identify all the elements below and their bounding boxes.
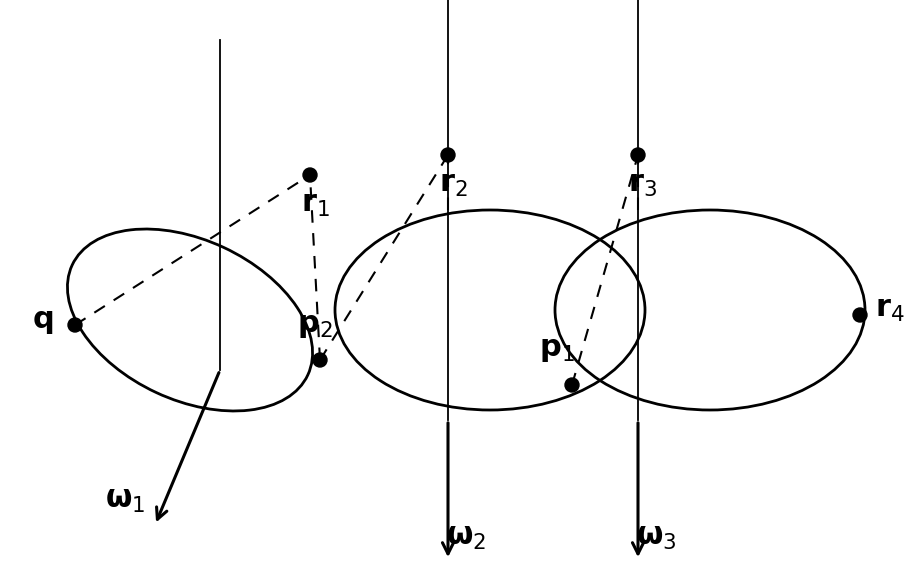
Text: r$_3$: r$_3$: [628, 171, 657, 199]
Circle shape: [853, 308, 867, 322]
Circle shape: [631, 148, 645, 162]
Text: p$_2$: p$_2$: [297, 310, 333, 339]
Text: r$_4$: r$_4$: [875, 296, 905, 325]
Text: $\mathbf{\omega}_1$: $\mathbf{\omega}_1$: [105, 486, 145, 515]
Text: r$_2$: r$_2$: [438, 171, 468, 199]
Text: $\mathbf{\omega}_3$: $\mathbf{\omega}_3$: [635, 523, 677, 552]
Text: $\mathbf{\omega}_2$: $\mathbf{\omega}_2$: [446, 523, 486, 552]
Circle shape: [441, 148, 455, 162]
Text: p$_1$: p$_1$: [539, 336, 575, 365]
Circle shape: [303, 168, 317, 182]
Text: r$_1$: r$_1$: [301, 191, 329, 219]
Circle shape: [68, 318, 82, 332]
Circle shape: [313, 353, 327, 367]
Circle shape: [565, 378, 579, 392]
Text: q: q: [32, 306, 54, 335]
